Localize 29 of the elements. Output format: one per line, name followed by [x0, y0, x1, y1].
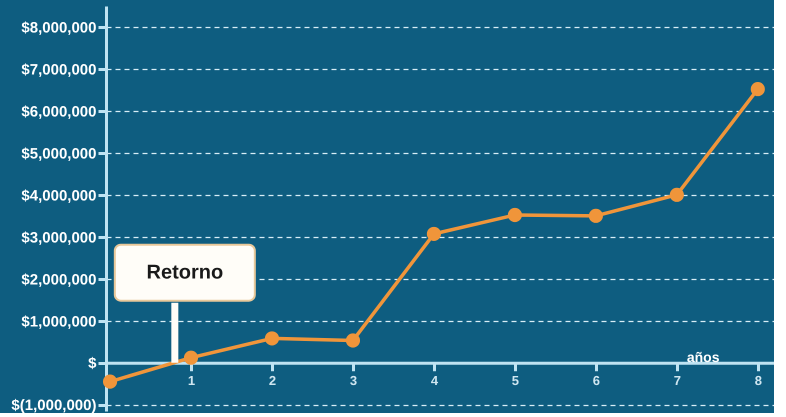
y-tick-label: $4,000,000 — [21, 187, 96, 204]
x-tick-label: 2 — [268, 373, 276, 388]
point — [670, 188, 684, 202]
x-tick-label: 6 — [592, 373, 600, 388]
y-tick-label: $5,000,000 — [21, 145, 96, 162]
x-tick-label: 8 — [754, 373, 762, 388]
y-tick-label: $2,000,000 — [21, 271, 96, 288]
y-tick-label: $3,000,000 — [21, 229, 96, 246]
point — [588, 208, 603, 223]
point — [102, 374, 118, 389]
annotation: Retorno — [146, 262, 224, 284]
x-tick-label: 3 — [350, 373, 358, 388]
x-tick-label: 4 — [430, 373, 439, 388]
y-tick-label: $6,000,000 — [21, 103, 96, 120]
y-tick-label: $(1,000,000) — [11, 397, 96, 414]
point — [508, 208, 522, 222]
y-tick-label: $ — [88, 355, 98, 372]
y-tick-label: $8,000,000 — [21, 19, 96, 36]
x-tick-label: 5 — [512, 373, 520, 388]
x-axis-title: años — [686, 349, 720, 366]
point — [184, 350, 198, 365]
x-tick-label: 1 — [188, 373, 196, 388]
x-tick-label: 7 — [674, 373, 681, 388]
point — [346, 333, 360, 348]
y-tick-label: $1,000,000 — [21, 313, 96, 330]
point — [264, 331, 280, 346]
point — [426, 226, 441, 241]
y-tick-label: $7,000,000 — [21, 61, 96, 78]
point — [750, 82, 765, 96]
